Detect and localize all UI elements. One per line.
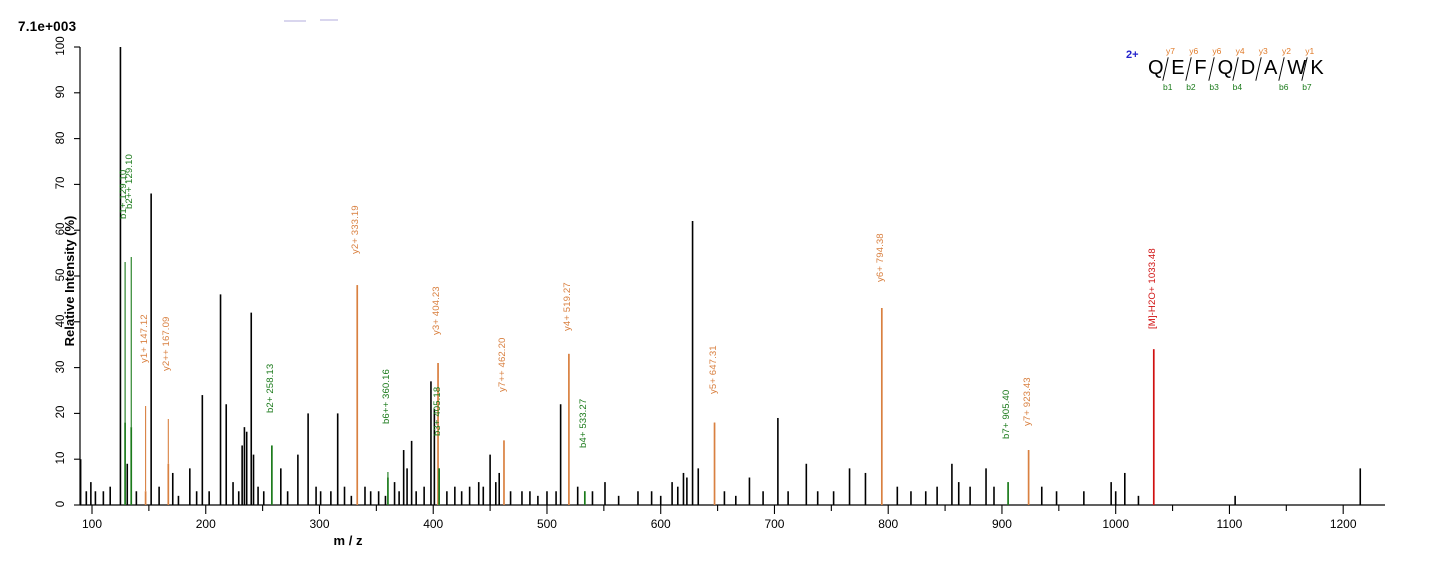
peptide-b-ion-label: b4 bbox=[1232, 82, 1243, 92]
peptide-residue: A bbox=[1264, 57, 1278, 79]
x-axis-tick-label: 800 bbox=[878, 517, 899, 531]
x-axis-tick-label: 1200 bbox=[1329, 517, 1357, 531]
peptide-y-ion-label: y3 bbox=[1258, 46, 1268, 56]
x-axis-tick-label: 500 bbox=[536, 517, 557, 531]
y-axis-tick-label: 20 bbox=[55, 406, 67, 419]
peptide-residue: D bbox=[1240, 57, 1256, 79]
x-axis-label-text: m / z bbox=[333, 533, 363, 548]
peptide-b-ion-label: b3 bbox=[1209, 82, 1219, 92]
peak-annotation-label: y7++ 462.20 bbox=[496, 337, 508, 392]
y-axis-tick-label: 90 bbox=[55, 85, 67, 99]
x-axis-tick-label: 1100 bbox=[1216, 517, 1243, 531]
peptide-residue: Q bbox=[1148, 57, 1164, 79]
peptide-b-ion-label: b7 bbox=[1302, 82, 1312, 92]
y-axis-tick-label: 60 bbox=[55, 222, 67, 236]
peptide-y-ion-label: y6 bbox=[1212, 46, 1222, 56]
peptide-fragment-slash bbox=[1278, 57, 1285, 81]
peptide-y-ion-label: y6 bbox=[1189, 46, 1199, 56]
x-axis-tick-label: 100 bbox=[81, 517, 103, 531]
x-axis-tick-label: 600 bbox=[650, 517, 671, 531]
peak-annotation-label: y2+ 333.19 bbox=[350, 205, 362, 254]
y-axis-tick-label: 100 bbox=[55, 36, 67, 56]
peptide-y-ion-label: y4 bbox=[1235, 46, 1245, 56]
peak-annotation-label: y2++ 167.09 bbox=[161, 316, 173, 371]
artifact-mark-1 bbox=[284, 20, 306, 22]
peak-annotation-label: b3+ 405.18 bbox=[432, 386, 444, 436]
peak-annotation-label: b2+ 258.13 bbox=[264, 363, 276, 413]
peptide-b-ion-label: b1 bbox=[1163, 82, 1173, 92]
peak-annotation-label: b4+ 533.27 bbox=[577, 398, 589, 448]
peptide-y-ion-label: y7 bbox=[1166, 46, 1175, 56]
peptide-residue: W bbox=[1287, 57, 1307, 79]
peptide-fragment-slash bbox=[1208, 57, 1216, 81]
peak-annotation-label: y3+ 404.23 bbox=[431, 286, 443, 335]
peak-annotation-label: y1+ 147.12 bbox=[138, 314, 150, 363]
peak-annotation-label: b2++ 129.10 bbox=[124, 154, 136, 209]
x-axis-tick-label: 900 bbox=[991, 517, 1012, 531]
y-axis-tick-label: 70 bbox=[55, 177, 67, 190]
peak-annotation-label: [M]-H2O+ 1033.48 bbox=[1146, 248, 1158, 329]
peptide-b-ion-label: b6 bbox=[1279, 82, 1289, 92]
peptide-residue: Q bbox=[1217, 57, 1234, 79]
base-peak-scale-note: 7.1e+003 bbox=[18, 19, 77, 34]
peak-annotation-label: y5+ 647.31 bbox=[707, 345, 719, 394]
x-axis-tick-label: 300 bbox=[309, 517, 330, 531]
peak-annotation-label: y6+ 794.38 bbox=[874, 233, 886, 282]
peak-annotation-label: y7+ 923.43 bbox=[1021, 377, 1033, 426]
artifact-mark-2 bbox=[320, 19, 338, 21]
y-axis-tick-label: 30 bbox=[55, 360, 67, 373]
peptide-y-ion-label: y1 bbox=[1305, 46, 1315, 56]
peptide-residue: K bbox=[1310, 57, 1324, 79]
peptide-fragment-slash bbox=[1185, 57, 1192, 81]
x-axis-label: m / z bbox=[0, 533, 1436, 548]
y-axis-tick-label: 10 bbox=[55, 451, 67, 465]
y-axis-tick-label: 80 bbox=[55, 131, 67, 144]
peak-annotation-label: b7+ 905.40 bbox=[1001, 389, 1013, 439]
y-axis-tick-label: 50 bbox=[55, 268, 67, 282]
x-axis-tick-label: 700 bbox=[764, 517, 785, 531]
precursor-charge-label: 2+ bbox=[1126, 49, 1139, 61]
x-axis-tick-label: 1000 bbox=[1102, 517, 1130, 531]
peptide-fragment-slash bbox=[1255, 57, 1262, 81]
x-axis-tick-label: 200 bbox=[195, 517, 216, 531]
peak-annotation-label: b6++ 360.16 bbox=[380, 369, 392, 424]
peptide-residue: F bbox=[1194, 57, 1207, 79]
peptide-residue: E bbox=[1171, 57, 1185, 79]
peptide-b-ion-label: b2 bbox=[1186, 82, 1196, 92]
y-axis-tick-label: 40 bbox=[55, 314, 67, 328]
peptide-y-ion-label: y2 bbox=[1282, 46, 1291, 56]
peak-annotation-label: y4+ 519.27 bbox=[561, 282, 573, 331]
y-axis-tick-label: 0 bbox=[55, 500, 67, 508]
x-axis-tick-label: 400 bbox=[423, 517, 444, 531]
